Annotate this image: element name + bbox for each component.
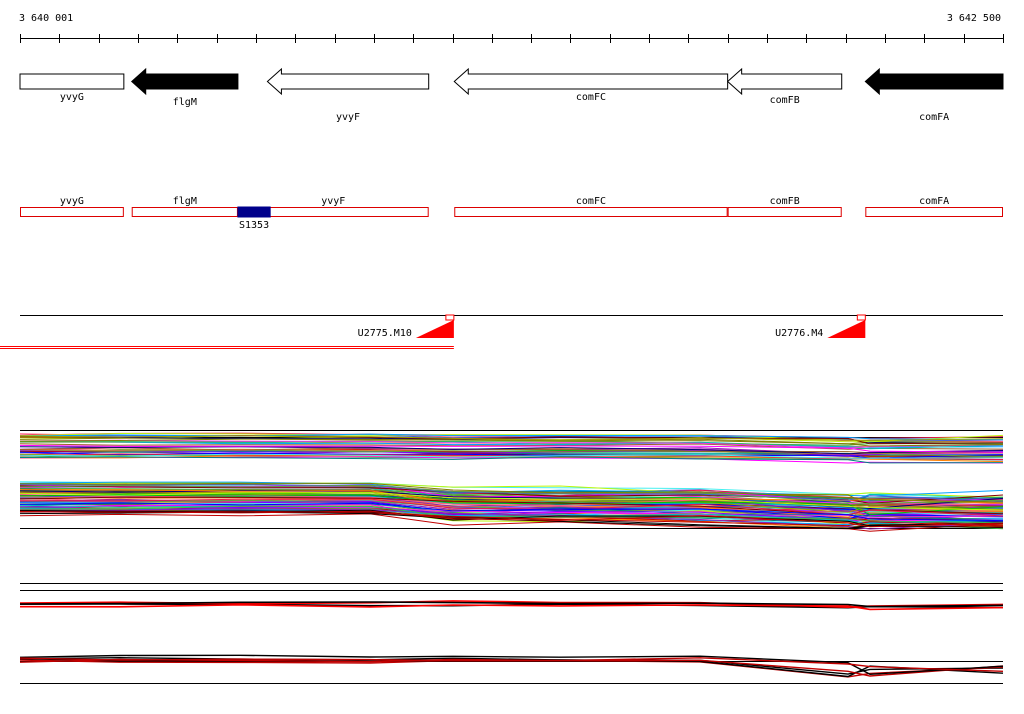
segment-track: yvyG flgM yvyF comFC comFB comFA S1353 — [20, 196, 1004, 231]
profile-line — [19, 513, 1004, 532]
profile-line — [19, 484, 1004, 505]
profile-line — [19, 446, 1004, 455]
profile-line — [19, 438, 1004, 447]
gene-track: yvyG flgM yvyF comFC comFB comFA — [19, 67, 1004, 123]
marker-triangle-U2776.M4 — [827, 320, 866, 338]
gene-label-yvyF: yvyF — [336, 112, 360, 123]
segment-label-flgM: flgM — [173, 196, 197, 207]
profile-line — [19, 443, 1004, 450]
profile-line — [19, 492, 1004, 511]
gene-arrow-flgM — [130, 67, 239, 96]
profile-line — [19, 659, 1004, 678]
segment-box-comFA — [865, 207, 1004, 217]
profile-line — [19, 433, 1004, 441]
profile-line — [19, 510, 1004, 528]
gene-label-comFA: comFA — [919, 112, 949, 123]
gene-arrow-yvyG — [19, 73, 125, 90]
profile-line — [19, 654, 1004, 676]
marker-stub-U2776.M4 — [856, 314, 866, 321]
profile-line — [19, 505, 1004, 524]
segment-label-comFA: comFA — [919, 196, 949, 207]
profile-line — [19, 456, 1004, 464]
coordinate-start: 3 640 001 — [19, 13, 74, 24]
profile-line — [19, 435, 1004, 441]
profile-line — [19, 449, 1004, 456]
profile-line — [19, 482, 1004, 503]
marker-track: U2775.M10 U2776.M4 — [0, 314, 1003, 349]
profile-line — [19, 482, 1004, 498]
profile-line — [19, 498, 1004, 517]
profile-line — [19, 444, 1004, 453]
gene-label-comFB: comFB — [770, 95, 800, 106]
segment-box-comFC — [454, 207, 728, 217]
profile-line — [19, 657, 1004, 672]
segment-box-comFB — [727, 207, 842, 217]
profile-line — [19, 603, 1004, 611]
gene-arrow-comFB — [726, 67, 843, 96]
segment-label-yvyF: yvyF — [321, 196, 345, 207]
profile-line — [19, 485, 1004, 504]
profile-line — [20, 489, 1004, 504]
profile-line — [19, 484, 1004, 502]
feature-label-S1353: S1353 — [239, 220, 269, 231]
coordinate-ruler — [20, 34, 1004, 43]
feature-box-S1353 — [237, 206, 271, 218]
gene-label-comFC: comFC — [576, 92, 606, 103]
marker-label-U2776.M4: U2776.M4 — [775, 328, 823, 339]
coordinate-end: 3 642 500 — [946, 13, 1001, 24]
expression-profile-track — [19, 430, 1004, 532]
profile-line — [19, 504, 1004, 525]
gene-label-yvyG: yvyG — [60, 92, 84, 103]
profile-line — [19, 502, 1004, 522]
gene-label-flgM: flgM — [173, 97, 197, 108]
summary-profile-track — [19, 583, 1004, 684]
marker-label-U2775.M10: U2775.M10 — [358, 328, 412, 339]
profile-line — [19, 494, 1004, 516]
profile-line — [19, 453, 1004, 459]
segment-label-yvyG: yvyG — [60, 196, 84, 207]
gene-arrow-comFA — [864, 67, 1004, 96]
segment-label-comFB: comFB — [770, 196, 800, 207]
segment-box-flgM — [131, 207, 238, 217]
gene-arrow-yvyF — [266, 67, 430, 96]
profile-line — [19, 439, 1004, 449]
gene-arrow-comFC — [453, 67, 729, 96]
segment-box-yvyG — [20, 207, 124, 217]
marker-stub-U2775.M10 — [445, 314, 455, 321]
profile-line — [19, 490, 1004, 510]
profile-line — [19, 601, 1004, 608]
profile-line — [19, 447, 1004, 454]
marker-triangle-U2775.M10 — [415, 320, 454, 338]
segment-label-comFC: comFC — [576, 196, 606, 207]
